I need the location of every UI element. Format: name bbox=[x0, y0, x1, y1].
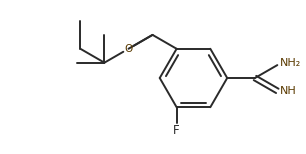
Text: NH₂: NH₂ bbox=[280, 58, 301, 68]
Text: O: O bbox=[124, 44, 132, 54]
Text: NH: NH bbox=[280, 86, 297, 96]
Text: F: F bbox=[173, 124, 180, 137]
